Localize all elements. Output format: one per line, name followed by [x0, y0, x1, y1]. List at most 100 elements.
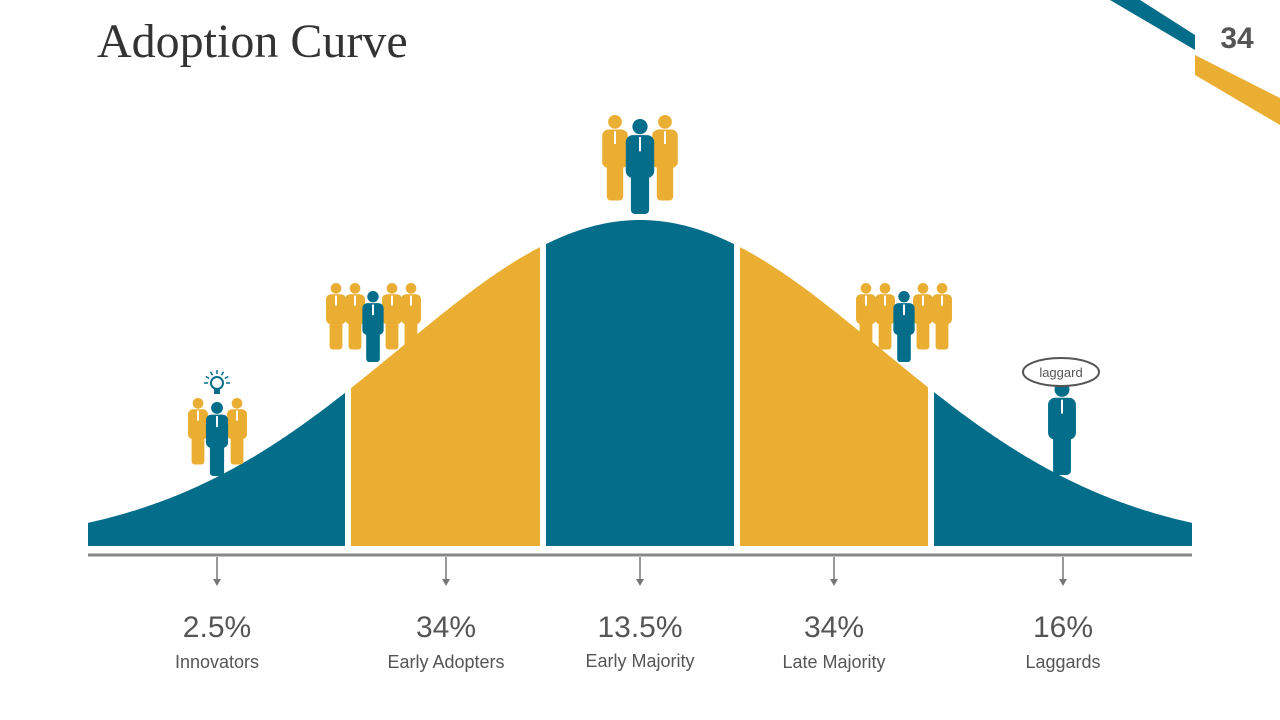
person-icon	[602, 115, 628, 201]
torso	[326, 294, 346, 325]
torso	[1048, 397, 1076, 440]
person-icon	[401, 283, 421, 350]
head	[349, 283, 361, 294]
torso	[188, 409, 208, 440]
person-icon	[625, 119, 655, 214]
legs	[348, 319, 362, 350]
head	[860, 283, 872, 294]
head	[330, 283, 342, 294]
legs	[230, 434, 244, 465]
head	[917, 283, 929, 294]
head	[211, 402, 223, 414]
legs	[916, 319, 930, 350]
segment-labels: 2.5% Innovators 34% Early Adopters 13.5% Earl…	[175, 557, 1101, 672]
torso	[345, 294, 365, 325]
segment-label: Innovators	[175, 652, 259, 672]
torso	[602, 129, 628, 169]
segment-label: Late Majority	[782, 652, 885, 672]
decor-stripe	[1110, 0, 1195, 50]
segment-percent: 16%	[1033, 611, 1093, 644]
page-number: 34	[1220, 22, 1254, 55]
head	[658, 115, 672, 129]
pointer-arrow	[442, 579, 450, 586]
callout-text: laggard	[1039, 365, 1082, 380]
torso	[227, 409, 247, 440]
person-icon	[362, 291, 384, 362]
person-icon	[893, 291, 915, 362]
legs	[366, 330, 380, 362]
torso	[401, 294, 421, 325]
torso	[856, 294, 876, 325]
person-icon	[382, 283, 402, 350]
curve-segment	[351, 247, 540, 546]
bulb-base	[214, 389, 220, 394]
legs	[859, 319, 873, 350]
bulb	[210, 376, 224, 390]
head	[192, 398, 204, 409]
curve-segment	[546, 220, 734, 546]
segment-percent: 34%	[416, 611, 476, 644]
head	[936, 283, 948, 294]
bulb-ray	[209, 371, 214, 376]
torso	[893, 303, 915, 336]
decor-stripe	[1195, 55, 1280, 125]
legs	[209, 442, 225, 476]
curve-segment	[740, 247, 928, 546]
segment-percent: 13.5%	[597, 611, 682, 644]
person-icon	[345, 283, 365, 350]
bulb-ray	[220, 371, 225, 376]
legs	[606, 162, 624, 201]
head	[386, 283, 398, 294]
person-icon	[932, 283, 952, 350]
head	[367, 291, 379, 303]
person-icon	[652, 115, 678, 201]
torso	[205, 414, 229, 448]
segment-percent: 2.5%	[183, 611, 251, 644]
person-icon	[227, 398, 247, 465]
legs	[935, 319, 949, 350]
torso	[875, 294, 895, 325]
bulb-ray	[205, 375, 210, 380]
person-icon	[856, 283, 876, 350]
segment-label: Early Majority	[585, 651, 694, 671]
curve-segment	[88, 392, 345, 546]
person-icon	[1048, 382, 1076, 475]
head	[632, 119, 648, 135]
torso	[913, 294, 933, 325]
legs	[191, 434, 205, 465]
person-icon	[326, 283, 346, 350]
pointer-arrow	[1059, 579, 1067, 586]
callout-bubble	[1022, 357, 1100, 387]
bell-curve	[88, 220, 1192, 546]
legs	[385, 319, 399, 350]
torso	[625, 135, 655, 178]
torso	[382, 294, 402, 325]
curve-segment	[934, 392, 1192, 546]
pointer-arrow	[213, 579, 221, 586]
person-icon	[875, 283, 895, 350]
person-icon	[205, 402, 229, 476]
head	[879, 283, 891, 294]
legs	[630, 171, 650, 214]
legs	[329, 319, 343, 350]
segment-percent: 34%	[804, 611, 864, 644]
torso	[652, 129, 678, 169]
slide-title: Adoption Curve	[97, 15, 408, 68]
head	[608, 115, 622, 129]
person-icon	[913, 283, 933, 350]
torso	[362, 303, 384, 336]
legs	[897, 330, 911, 362]
segment-label: Laggards	[1025, 652, 1100, 672]
legs	[1053, 433, 1071, 475]
torso	[932, 294, 952, 325]
segment-label: Early Adopters	[387, 652, 504, 672]
legs	[404, 319, 418, 350]
bulb-ray	[224, 375, 229, 380]
pointer-arrow	[830, 579, 838, 586]
head	[231, 398, 243, 409]
pointer-arrow	[636, 579, 644, 586]
legs	[878, 319, 892, 350]
head	[898, 291, 910, 303]
